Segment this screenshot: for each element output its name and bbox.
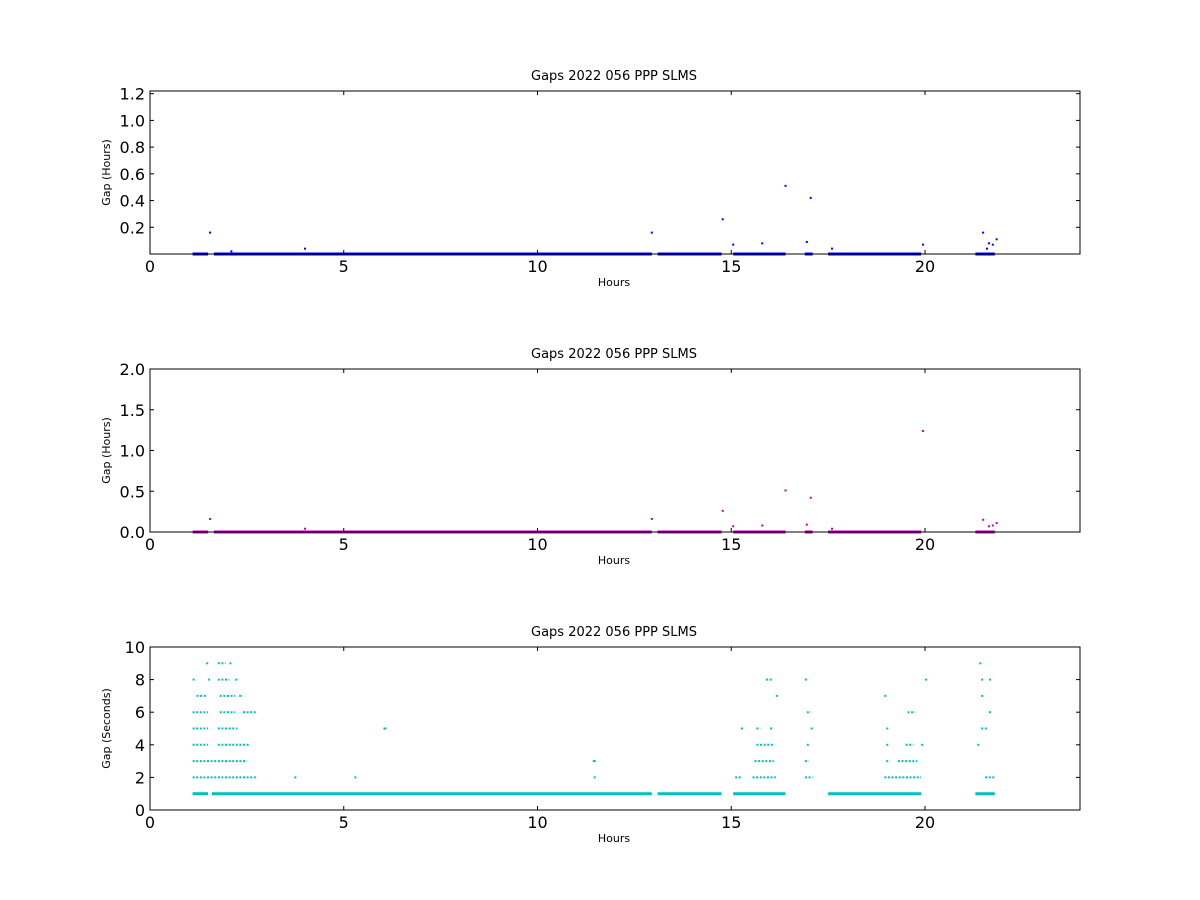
y-tick-label: 1.2	[120, 85, 145, 104]
subplot-3: 0 5 10 15 20 0 2 4 6 8 10 Gaps 2022 056 PPP SLMS Hou…	[100, 625, 1081, 845]
data-point	[987, 525, 990, 528]
data-point	[304, 527, 306, 530]
data-point	[294, 776, 297, 779]
data-point	[831, 247, 833, 250]
chart-title: Gaps 2022 056 PPP SLMS	[531, 347, 697, 362]
subplot-1: 0 5 10 15 20 0.2 0.4 0.6 0.8 1.0 1.2 Gaps 2022 056 …	[100, 69, 1081, 289]
x-tick-label: 10	[527, 813, 547, 832]
x-tick-label: 0	[145, 813, 155, 832]
data-point	[991, 243, 994, 246]
data-point	[650, 517, 653, 520]
y-tick-label: 0.2	[120, 218, 145, 237]
y-tick-label: 0.6	[120, 165, 145, 184]
data-point	[383, 727, 386, 730]
y-tick-label: 6	[135, 703, 145, 722]
data-point	[831, 527, 833, 530]
y-tick-label: 0	[135, 801, 145, 820]
y-tick-label: 0.5	[120, 482, 145, 501]
chart-title: Gaps 2022 056 PPP SLMS	[531, 625, 697, 640]
x-tick-label: 20	[915, 535, 935, 554]
x-tick-label: 0	[145, 535, 155, 554]
x-tick-label: 10	[527, 257, 547, 276]
data-point	[982, 231, 985, 234]
x-tick-label: 15	[721, 257, 741, 276]
data-point	[995, 522, 998, 525]
data-point	[986, 247, 988, 250]
data-point	[209, 517, 212, 520]
x-tick-label: 15	[721, 813, 741, 832]
chart-title: Gaps 2022 056 PPP SLMS	[531, 69, 697, 84]
data-point	[784, 489, 787, 492]
x-axis-label: Hours	[598, 832, 630, 845]
data-point	[982, 518, 985, 521]
data-point	[721, 509, 724, 512]
x-tick-label: 5	[339, 813, 349, 832]
y-tick-label: 10	[125, 638, 145, 657]
y-tick-label: 1.0	[120, 111, 145, 130]
y-axis-label: Gap (Hours)	[100, 417, 113, 484]
data-point	[987, 242, 990, 245]
x-axis-label: Hours	[598, 276, 630, 289]
data-point	[922, 243, 925, 246]
data-point	[721, 218, 724, 221]
data-point	[592, 760, 595, 763]
data-point	[805, 523, 808, 526]
data-point	[230, 250, 233, 253]
y-tick-label: 0.4	[120, 192, 145, 211]
data-point	[995, 238, 998, 241]
y-tick-label: 8	[135, 671, 145, 690]
y-tick-label: 0.8	[120, 138, 145, 157]
data-point	[209, 231, 212, 234]
x-tick-label: 0	[145, 257, 155, 276]
x-tick-label: 10	[527, 535, 547, 554]
y-tick-label: 2.0	[120, 360, 145, 379]
data-point	[805, 240, 808, 243]
data-point	[304, 247, 306, 250]
data-point	[761, 524, 764, 527]
data-point	[809, 496, 812, 499]
data-point	[650, 231, 653, 234]
x-tick-label: 20	[915, 257, 935, 276]
data-point	[732, 525, 735, 528]
data-point	[784, 184, 787, 187]
subplot-2: 0 5 10 15 20 0.0 0.5 1.0 1.5 2.0 Gaps 2022 056 PPP…	[100, 347, 1081, 567]
data-point	[991, 524, 994, 527]
x-tick-label: 15	[721, 535, 741, 554]
y-axis-label: Gap (Seconds)	[100, 688, 113, 769]
data-point	[761, 242, 764, 245]
y-tick-label: 0.0	[120, 523, 145, 542]
y-tick-label: 4	[135, 736, 145, 755]
y-axis-label: Gap (Hours)	[100, 139, 113, 206]
x-axis-label: Hours	[598, 554, 630, 567]
data-point	[809, 196, 812, 199]
axes-frame	[149, 90, 1081, 255]
x-tick-label: 20	[915, 813, 935, 832]
y-tick-label: 1.5	[120, 401, 145, 420]
data-point	[354, 776, 357, 779]
x-tick-label: 5	[339, 535, 349, 554]
x-tick-label: 5	[339, 257, 349, 276]
data-point	[922, 429, 925, 432]
data-point	[732, 243, 735, 246]
axes-frame	[149, 646, 1081, 811]
axes-frame	[149, 368, 1081, 533]
y-tick-label: 2	[135, 768, 145, 787]
y-tick-label: 1.0	[120, 442, 145, 461]
